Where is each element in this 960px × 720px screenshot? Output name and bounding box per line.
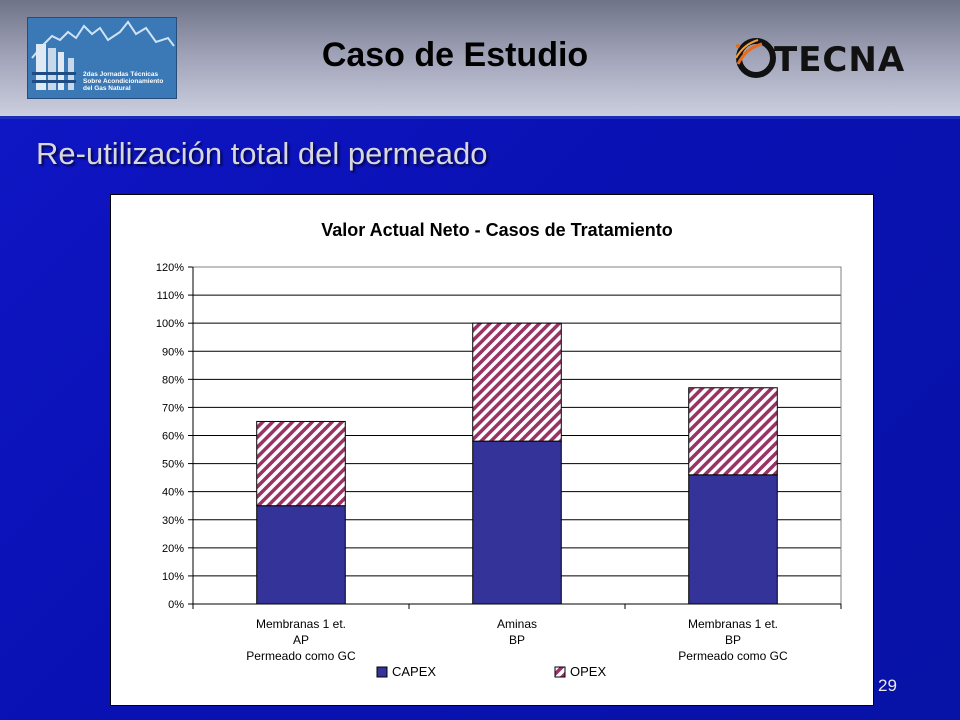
chart-title: Valor Actual Neto - Casos de Tratamiento <box>321 220 672 240</box>
y-tick-label: 20% <box>162 543 184 555</box>
y-tick-label: 100% <box>156 318 184 330</box>
y-tick-label: 0% <box>168 599 184 611</box>
legend-label-opex: OPEX <box>570 664 606 679</box>
bars <box>256 322 778 605</box>
y-tick-label: 90% <box>162 346 184 358</box>
legend-swatch-opex <box>554 666 566 678</box>
x-tick-label: Permeado como GC <box>246 649 356 663</box>
legend: CAPEX OPEX <box>376 664 606 679</box>
x-tick-label: BP <box>509 633 525 647</box>
slide-heading: Re-utilización total del permeado <box>36 136 488 171</box>
y-tick-label: 30% <box>162 515 184 527</box>
tecna-logo-text: TECNA <box>774 40 906 80</box>
header-divider <box>0 116 960 119</box>
y-tick-label: 70% <box>162 402 184 414</box>
tecna-logo: TECNA <box>732 34 942 84</box>
jornadas-logo-text: 2das Jornadas Técnicas Sobre Acondiciona… <box>83 71 164 92</box>
bar-opex-1 <box>256 420 346 507</box>
chart-area: Valor Actual Neto - Casos de Tratamiento… <box>110 194 874 706</box>
bar-opex-3 <box>688 387 778 476</box>
x-tick-label: Membranas 1 et. <box>256 617 346 631</box>
y-tick-label: 120% <box>156 262 184 274</box>
x-tick-label: Membranas 1 et. <box>688 617 778 631</box>
bar-opex-2 <box>472 322 562 442</box>
y-tick-label: 80% <box>162 374 184 386</box>
y-tick-label: 110% <box>157 290 185 302</box>
x-tick-label: BP <box>725 633 741 647</box>
jornadas-logo: 2das Jornadas Técnicas Sobre Acondiciona… <box>27 17 177 99</box>
legend-swatch-capex <box>376 666 388 678</box>
y-tick-label: 50% <box>162 459 184 471</box>
slide-number: 29 <box>878 676 897 695</box>
x-tick-label: Permeado como GC <box>678 649 788 663</box>
y-tick-label: 10% <box>162 571 184 583</box>
bar-capex-1 <box>256 505 346 605</box>
legend-label-capex: CAPEX <box>392 664 436 679</box>
bar-capex-3 <box>688 474 778 605</box>
x-tick-label: Aminas <box>497 617 537 631</box>
axes: 0% 10% 20% 30% 40% 50% 60% 70% 80% 90% 100% 110% 120… <box>156 262 842 663</box>
page-title: Caso de Estudio <box>321 36 589 74</box>
stacked-bar-chart: Valor Actual Neto - Casos de Tratamiento… <box>156 220 842 679</box>
x-tick-label: AP <box>293 633 309 647</box>
bar-capex-2 <box>472 440 562 605</box>
y-tick-label: 60% <box>162 431 184 443</box>
y-tick-label: 40% <box>162 487 184 499</box>
